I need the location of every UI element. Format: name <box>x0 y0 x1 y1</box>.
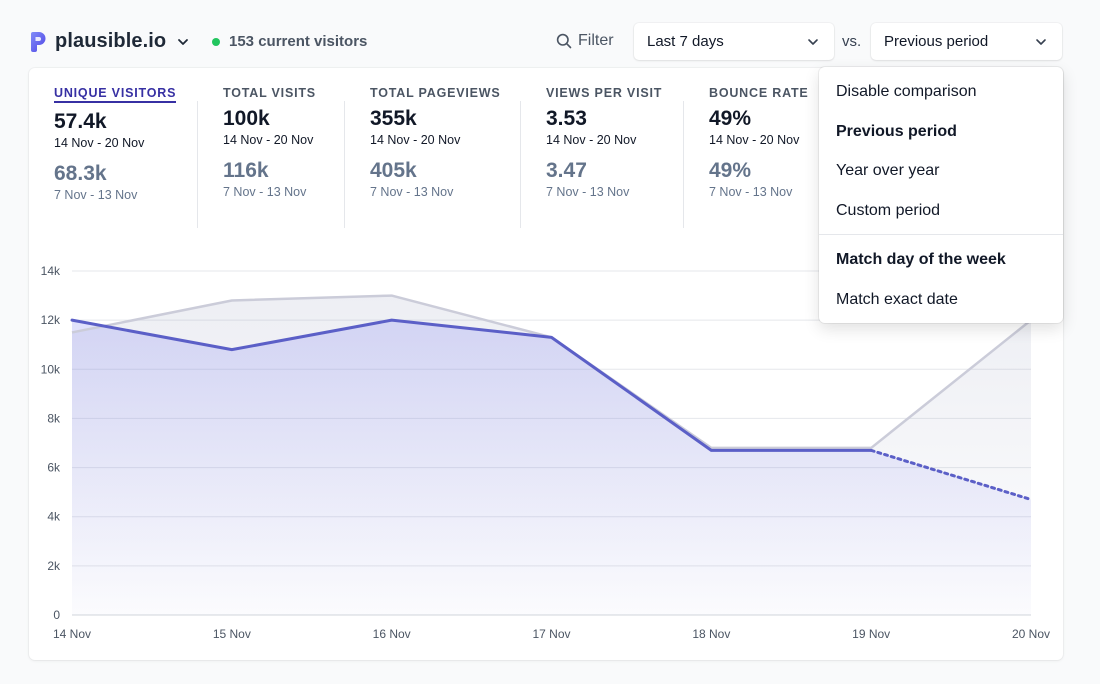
date-range-select[interactable]: Last 7 days <box>634 23 834 60</box>
stat-divider <box>197 101 198 228</box>
y-tick-label: 10k <box>41 362 61 376</box>
stat-label: BOUNCE RATE <box>709 86 809 100</box>
stat-value: 3.53 <box>546 107 587 130</box>
stat-range: 14 Nov - 20 Nov <box>370 133 461 147</box>
chevron-down-icon <box>808 38 818 45</box>
comparison-select[interactable]: Previous period <box>871 23 1062 60</box>
stat-total-pageviews[interactable]: TOTAL PAGEVIEWS 355k 14 Nov - 20 Nov 405… <box>370 86 501 199</box>
filter-label: Filter <box>578 32 614 49</box>
x-tick-label: 17 Nov <box>532 627 570 641</box>
stat-label: TOTAL PAGEVIEWS <box>370 86 501 100</box>
stat-range: 14 Nov - 20 Nov <box>54 136 145 150</box>
menu-item-custom-period[interactable]: Custom period <box>836 202 941 219</box>
x-tick-label: 20 Nov <box>1012 627 1050 641</box>
filter-button[interactable]: Filter <box>556 32 614 50</box>
vs-label: vs. <box>842 33 862 50</box>
stat-value: 355k <box>370 107 417 130</box>
stat-divider <box>683 101 684 228</box>
stat-value: 100k <box>223 107 270 130</box>
y-tick-label: 14k <box>41 264 61 278</box>
brand-name: plausible.io <box>55 30 167 52</box>
y-tick-label: 12k <box>41 313 61 327</box>
comparison-value: Previous period <box>884 33 989 50</box>
y-tick-label: 0 <box>53 608 60 622</box>
stat-value: 57.4k <box>54 110 107 133</box>
live-dot-icon <box>212 37 220 46</box>
date-range-value: Last 7 days <box>647 33 724 50</box>
current-period-area <box>72 320 1031 615</box>
y-tick-label: 2k <box>47 559 61 573</box>
stat-label: TOTAL VISITS <box>223 86 316 100</box>
stat-label: VIEWS PER VISIT <box>546 86 663 100</box>
x-tick-label: 16 Nov <box>373 627 411 641</box>
x-tick-label: 19 Nov <box>852 627 890 641</box>
chevron-down-icon <box>1036 38 1046 45</box>
stat-views-per-visit[interactable]: VIEWS PER VISIT 3.53 14 Nov - 20 Nov 3.4… <box>546 86 662 199</box>
stat-divider <box>344 101 345 228</box>
x-tick-label: 18 Nov <box>692 627 730 641</box>
y-tick-label: 4k <box>47 510 61 524</box>
stat-total-visits[interactable]: TOTAL VISITS 100k 14 Nov - 20 Nov 116k 7… <box>223 86 316 199</box>
stat-divider <box>520 101 521 228</box>
stat-label: UNIQUE VISITORS <box>54 86 177 103</box>
stat-prev-value: 49% <box>709 159 752 182</box>
search-icon <box>556 33 572 49</box>
menu-item-match-exact-date[interactable]: Match exact date <box>836 291 958 308</box>
y-tick-label: 6k <box>47 461 61 475</box>
stat-prev-value: 3.47 <box>546 159 587 182</box>
current-period-line <box>70 318 873 452</box>
stat-prev-range: 7 Nov - 13 Nov <box>709 185 793 199</box>
current-period-partial-line <box>869 448 1033 502</box>
menu-item-match-day-of-week[interactable]: Match day of the week <box>836 251 1006 268</box>
stat-value: 49% <box>709 107 752 130</box>
stat-range: 14 Nov - 20 Nov <box>709 133 800 147</box>
menu-divider <box>819 234 1063 235</box>
menu-item-disable-comparison[interactable]: Disable comparison <box>836 83 977 100</box>
stat-prev-value: 68.3k <box>54 162 107 185</box>
site-switcher[interactable]: plausible.io <box>30 30 190 53</box>
stat-prev-range: 7 Nov - 13 Nov <box>223 185 307 199</box>
stat-bounce-rate[interactable]: BOUNCE RATE 49% 14 Nov - 20 Nov 49% 7 No… <box>709 86 809 199</box>
current-visitors-label: 153 current visitors <box>229 33 368 50</box>
stat-unique-visitors[interactable]: UNIQUE VISITORS 57.4k 14 Nov - 20 Nov 68… <box>54 86 177 202</box>
menu-item-previous-period[interactable]: Previous period <box>836 123 957 140</box>
stat-prev-range: 7 Nov - 13 Nov <box>370 185 454 199</box>
stat-prev-range: 7 Nov - 13 Nov <box>546 185 630 199</box>
stat-prev-range: 7 Nov - 13 Nov <box>54 188 138 202</box>
menu-item-year-over-year[interactable]: Year over year <box>836 162 940 179</box>
current-visitors[interactable]: 153 current visitors <box>212 33 367 50</box>
stat-prev-value: 116k <box>223 159 269 182</box>
comparison-dropdown: Disable comparison Previous period Year … <box>819 67 1063 323</box>
x-tick-label: 15 Nov <box>213 627 251 641</box>
plausible-logo-icon <box>31 31 46 52</box>
y-tick-label: 8k <box>47 411 61 425</box>
stat-range: 14 Nov - 20 Nov <box>223 133 314 147</box>
x-tick-label: 14 Nov <box>53 627 91 641</box>
stat-range: 14 Nov - 20 Nov <box>546 133 637 147</box>
stat-prev-value: 405k <box>370 159 417 182</box>
chevron-down-icon <box>178 38 189 45</box>
